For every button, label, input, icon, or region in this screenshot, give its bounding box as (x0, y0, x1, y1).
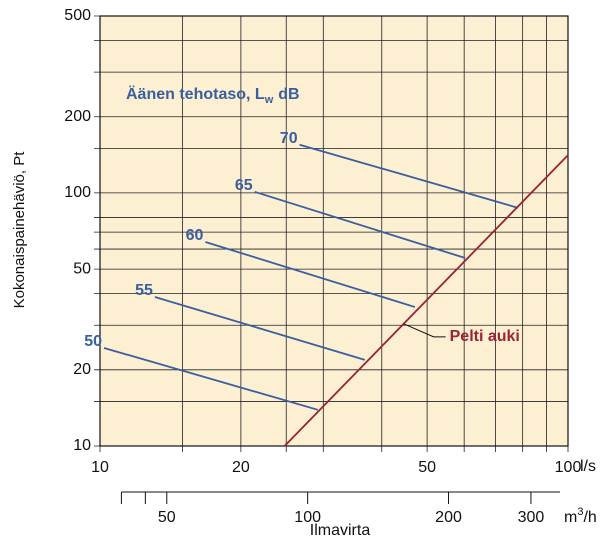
x2-unit-rest: /h (583, 509, 596, 526)
y-tick-label: 20 (73, 361, 91, 378)
x-tick-label: 10 (91, 459, 109, 476)
x2-unit-sup: 3 (577, 506, 583, 518)
x2-tick-label: 50 (158, 509, 176, 526)
plot-frame (99, 15, 569, 447)
x-tick-label: 50 (418, 459, 436, 476)
x-tick-label: 20 (232, 459, 250, 476)
y-tick-label: 10 (73, 437, 91, 454)
y-tick-label: 100 (64, 184, 91, 201)
series-label: 60 (186, 227, 204, 244)
series-line (205, 241, 416, 308)
y-tick-label: 500 (64, 7, 91, 24)
x-unit: l/s (580, 458, 596, 475)
annotation-leader (403, 323, 446, 338)
x2-unit: m3/h (564, 506, 597, 526)
series-line (299, 143, 519, 209)
legend-title-sub: w (264, 94, 274, 106)
x2-tick-label: 300 (518, 509, 545, 526)
y-tick-label: 200 (64, 108, 91, 125)
legend-title-end: dB (278, 86, 299, 103)
series-line (283, 154, 569, 447)
series-label: 55 (135, 282, 153, 299)
x-tick-label: 100 (555, 459, 582, 476)
plot-background (100, 16, 568, 446)
x2-tick-label: 100 (294, 509, 321, 526)
legend-title-main: Äänen tehotaso, L (126, 85, 265, 103)
legend-title: Äänen tehotaso, Lw dB (126, 85, 300, 106)
x2-unit-base: m (564, 509, 577, 526)
series-label: 50 (84, 333, 102, 350)
series-line (103, 347, 319, 411)
series-label: Pelti auki (450, 328, 520, 345)
y-axis-label: Kokonaispainehäviö, Pt (11, 151, 28, 309)
x2-tick-label: 200 (435, 509, 462, 526)
y-tick-label: 50 (73, 260, 91, 277)
series-line (254, 190, 466, 259)
series-label: 70 (280, 130, 298, 147)
series-line (154, 296, 366, 361)
x-axis-label: Ilmavirta (310, 522, 371, 539)
series-label: 65 (235, 177, 253, 194)
